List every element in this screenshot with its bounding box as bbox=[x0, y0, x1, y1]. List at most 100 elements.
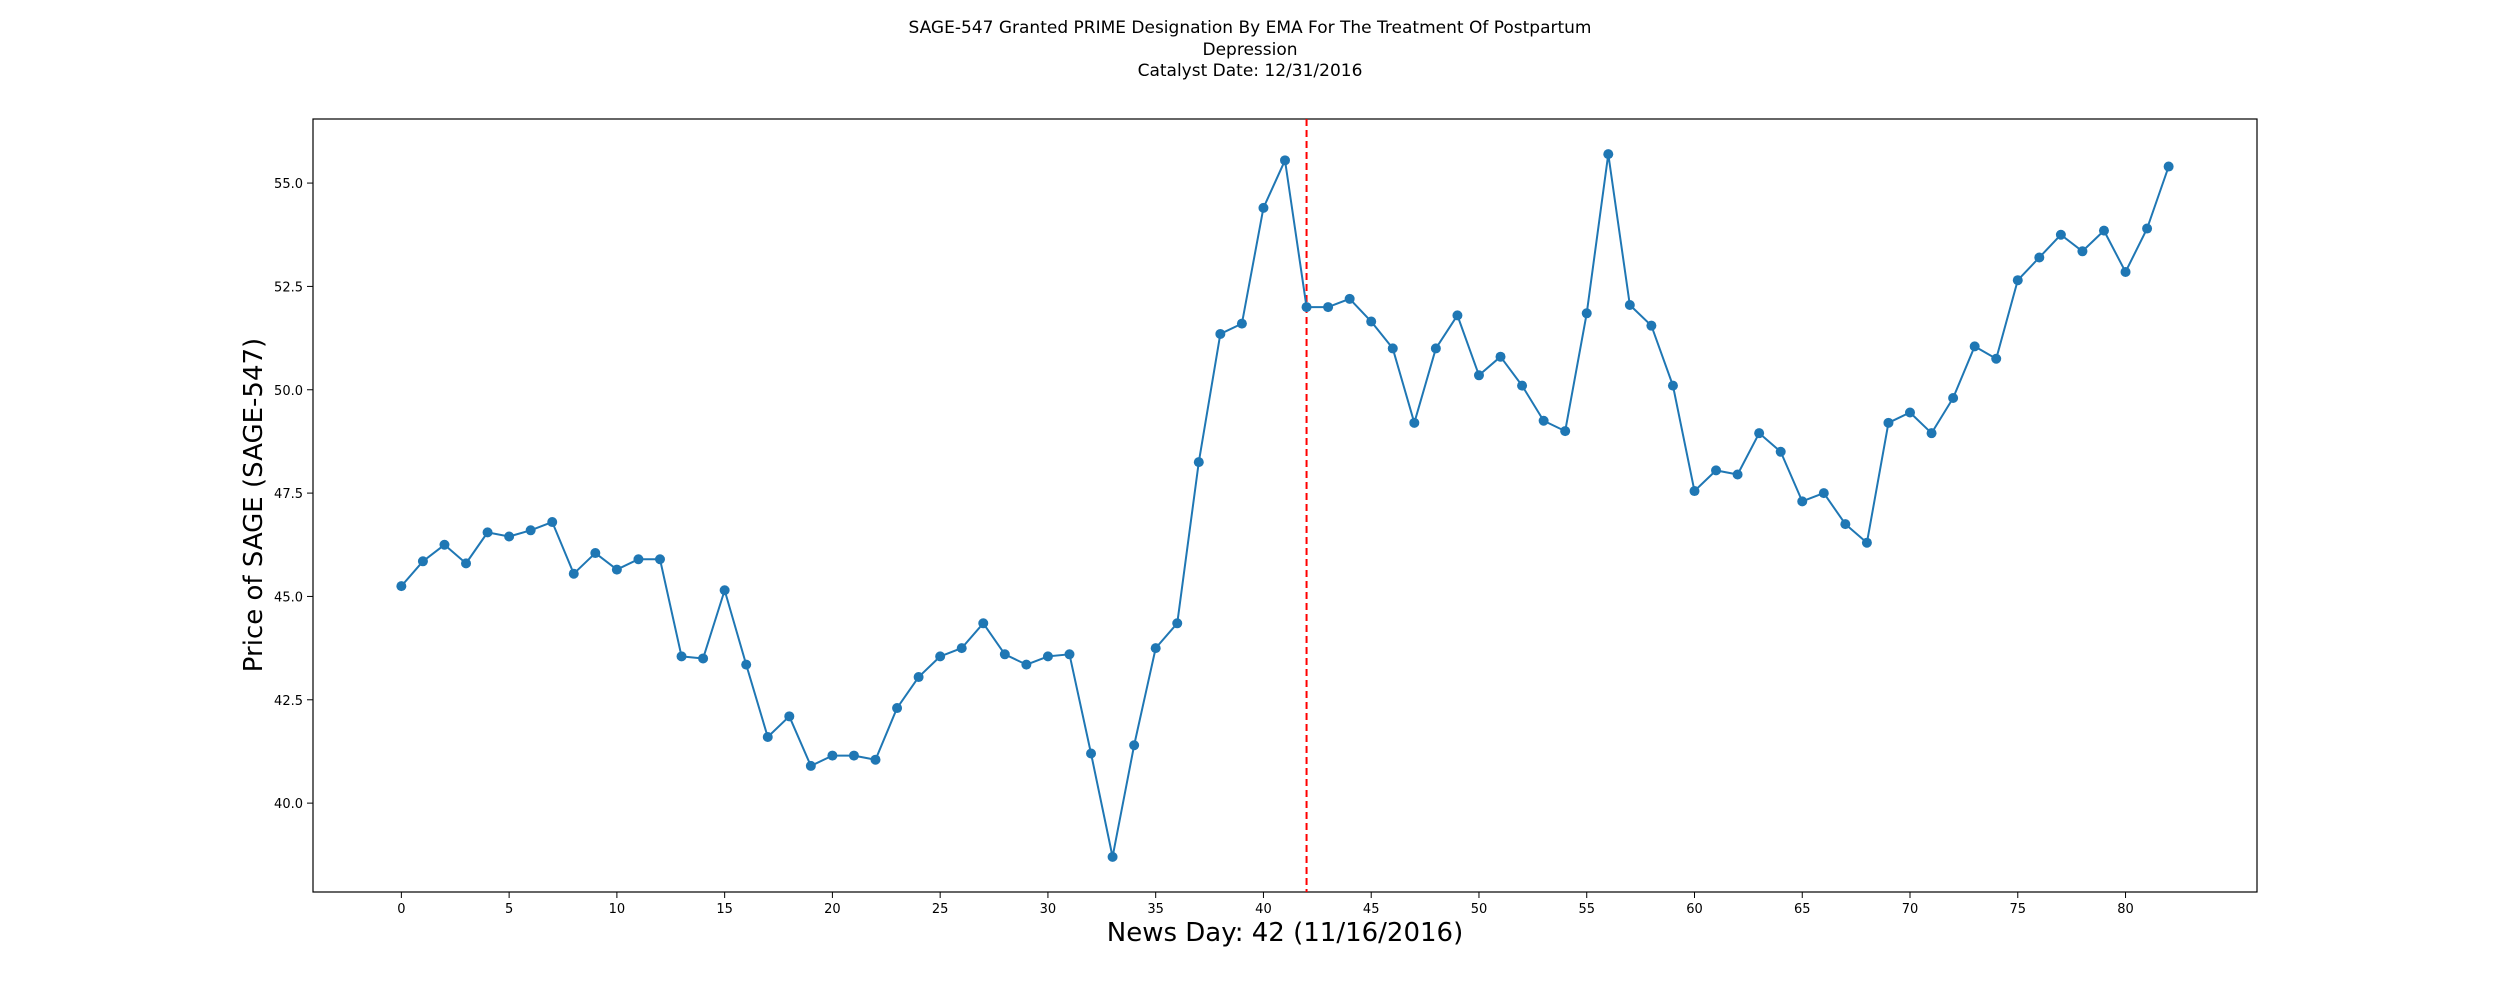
price-data-point bbox=[1193, 457, 1204, 468]
price-data-point bbox=[848, 750, 859, 761]
price-data-point bbox=[1603, 149, 1614, 160]
price-data-point bbox=[611, 564, 622, 575]
x-tick-label: 65 bbox=[1794, 902, 1811, 917]
price-data-point bbox=[999, 649, 1010, 660]
price-data-point bbox=[913, 672, 924, 683]
price-data-point bbox=[719, 585, 730, 596]
price-data-point bbox=[1711, 465, 1722, 476]
price-data-point bbox=[1581, 308, 1592, 319]
price-data-point bbox=[461, 558, 472, 569]
price-data-point bbox=[1150, 643, 1161, 654]
price-data-point bbox=[547, 517, 558, 528]
x-tick-label: 40 bbox=[1255, 902, 1272, 917]
x-tick-label: 45 bbox=[1363, 902, 1380, 917]
y-tick-label: 40.0 bbox=[274, 797, 303, 812]
price-data-point bbox=[525, 525, 536, 536]
price-data-point bbox=[2012, 275, 2023, 286]
price-data-point bbox=[1301, 302, 1312, 313]
price-data-point bbox=[1861, 537, 1872, 548]
price-data-point bbox=[1366, 316, 1377, 327]
price-data-point bbox=[676, 651, 687, 662]
price-data-point bbox=[1452, 310, 1463, 321]
x-tick-label: 35 bbox=[1147, 902, 1164, 917]
price-data-point bbox=[1021, 659, 1032, 670]
price-data-point bbox=[2163, 161, 2174, 172]
price-data-point bbox=[2120, 266, 2131, 277]
x-tick-label: 25 bbox=[932, 902, 949, 917]
chart-title-line-1: SAGE-547 Granted PRIME Designation By EM… bbox=[909, 18, 1592, 38]
price-data-point bbox=[1969, 341, 1980, 352]
price-data-point bbox=[1991, 353, 2002, 364]
price-data-point bbox=[1646, 320, 1657, 331]
price-data-point bbox=[1754, 428, 1765, 439]
price-data-point bbox=[1323, 302, 1334, 313]
price-data-point bbox=[1430, 343, 1441, 354]
price-data-point bbox=[935, 651, 946, 662]
y-tick-label: 52.5 bbox=[274, 280, 303, 295]
price-data-point bbox=[439, 539, 450, 550]
price-data-point bbox=[1840, 519, 1851, 530]
y-axis-label: Price of SAGE (SAGE-547) bbox=[239, 338, 269, 672]
plot-area-frame bbox=[312, 118, 2258, 893]
x-tick-label: 20 bbox=[824, 902, 841, 917]
price-data-point bbox=[1948, 393, 1959, 404]
price-data-point bbox=[417, 556, 428, 567]
price-data-point bbox=[805, 760, 816, 771]
price-data-point bbox=[827, 750, 838, 761]
x-tick-label: 55 bbox=[1578, 902, 1595, 917]
price-data-point bbox=[2055, 229, 2066, 240]
price-data-point bbox=[870, 754, 881, 765]
price-data-point bbox=[1538, 415, 1549, 426]
x-tick-label: 75 bbox=[2009, 902, 2026, 917]
x-tick-label: 70 bbox=[1902, 902, 1919, 917]
x-tick-label: 5 bbox=[505, 902, 513, 917]
price-data-point bbox=[1473, 370, 1484, 381]
price-data-point bbox=[2034, 252, 2045, 263]
y-tick-label: 50.0 bbox=[274, 384, 303, 399]
price-series-line bbox=[400, 153, 2170, 858]
price-data-point bbox=[1818, 488, 1829, 499]
price-data-point bbox=[2142, 223, 2153, 234]
price-data-point bbox=[1883, 417, 1894, 428]
price-data-point bbox=[1280, 155, 1290, 166]
price-data-point bbox=[892, 703, 903, 714]
x-tick-label: 80 bbox=[2117, 902, 2134, 917]
price-data-point bbox=[504, 531, 515, 542]
price-data-point bbox=[1667, 380, 1678, 391]
y-tick-label: 55.0 bbox=[274, 177, 303, 192]
y-tick-label: 45.0 bbox=[274, 590, 303, 605]
x-tick-label: 15 bbox=[716, 902, 733, 917]
price-series-group bbox=[396, 149, 2174, 862]
price-data-point bbox=[2077, 246, 2088, 257]
y-tick-label: 42.5 bbox=[274, 694, 303, 709]
x-tick-label: 30 bbox=[1040, 902, 1057, 917]
price-data-point bbox=[633, 554, 644, 565]
x-tick-label: 60 bbox=[1686, 902, 1703, 917]
price-data-point bbox=[654, 554, 665, 565]
price-data-point bbox=[1129, 740, 1140, 751]
price-data-point bbox=[1905, 407, 1916, 418]
price-data-point bbox=[2098, 225, 2109, 236]
price-data-point bbox=[1517, 380, 1528, 391]
chart-title-line-3: Catalyst Date: 12/31/2016 bbox=[1138, 61, 1363, 81]
price-data-point bbox=[741, 659, 752, 670]
x-tick-label: 10 bbox=[609, 902, 626, 917]
price-data-point bbox=[1409, 417, 1420, 428]
y-tick-label: 47.5 bbox=[274, 487, 303, 502]
price-data-point bbox=[698, 653, 709, 664]
price-data-point bbox=[1064, 649, 1075, 660]
price-data-point bbox=[396, 581, 407, 592]
price-data-point bbox=[1926, 428, 1937, 439]
x-axis-label: News Day: 42 (11/16/2016) bbox=[1107, 918, 1463, 948]
price-data-point bbox=[1560, 426, 1571, 437]
price-data-point bbox=[1107, 851, 1118, 862]
price-data-point bbox=[1344, 293, 1355, 304]
price-data-point bbox=[956, 643, 967, 654]
y-axis-ticks: 40.0 42.5 45.0 47.5 50.0 52.5 55.0 bbox=[274, 177, 313, 812]
price-data-point bbox=[1215, 328, 1226, 339]
price-data-point bbox=[1086, 748, 1097, 759]
price-data-point bbox=[978, 618, 989, 629]
price-data-point bbox=[1042, 651, 1053, 662]
price-data-point bbox=[1495, 351, 1506, 362]
